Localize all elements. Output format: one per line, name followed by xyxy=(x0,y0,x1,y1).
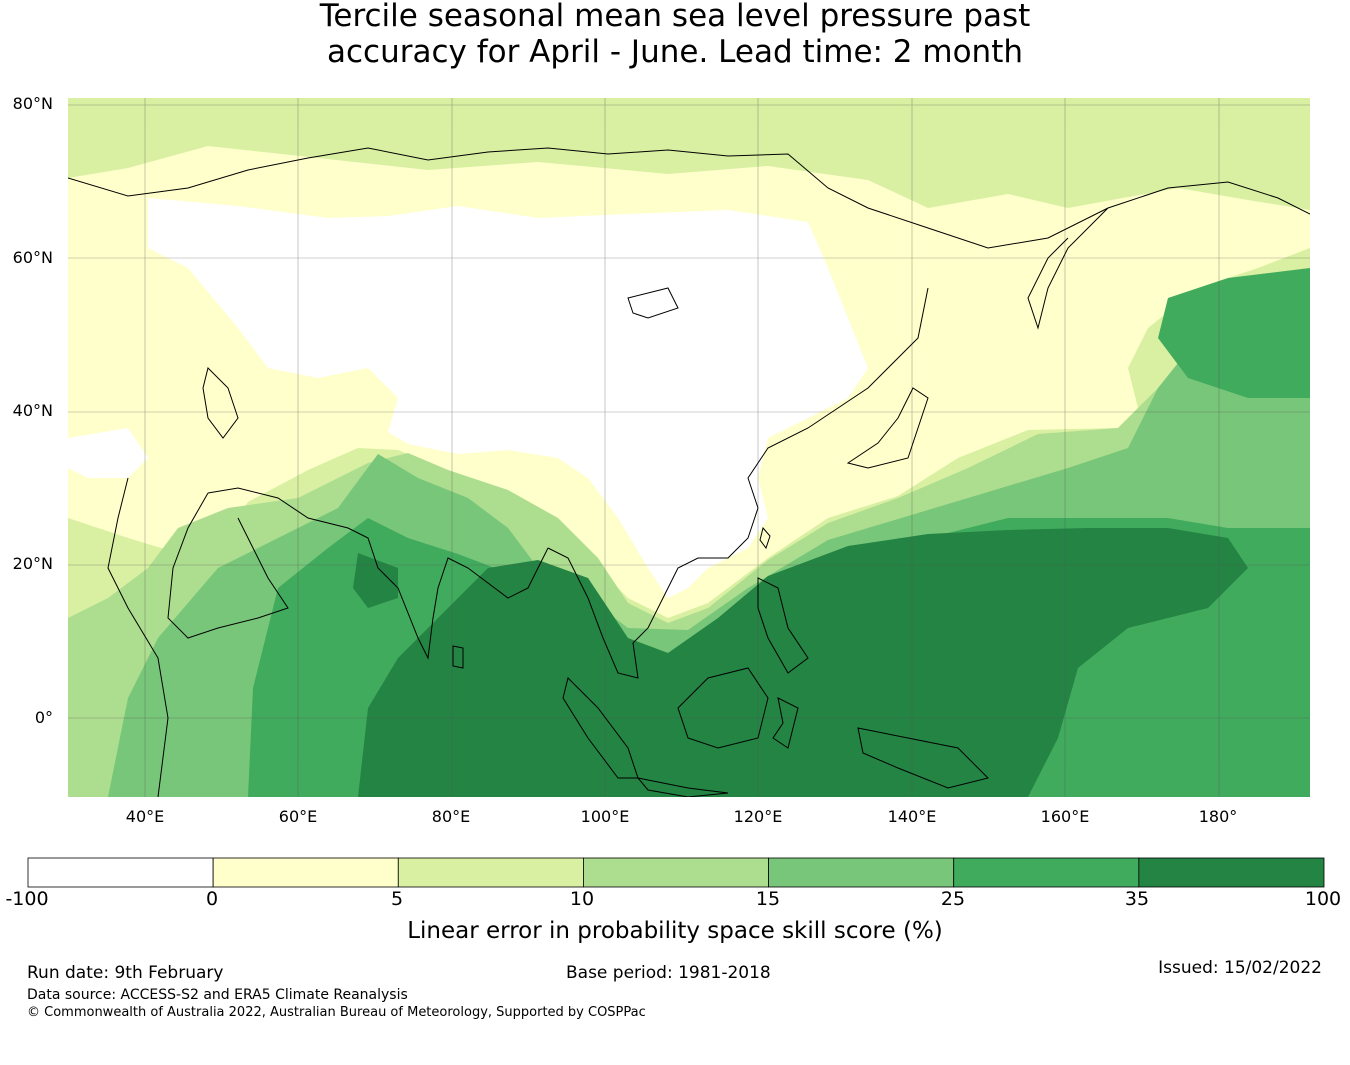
band-35-100-patch-arabian-sea xyxy=(353,553,398,608)
lon-label-80e: 80°E xyxy=(431,807,471,826)
coastlines xyxy=(68,147,1310,797)
lon-label-40e: 40°E xyxy=(125,807,165,826)
colorbar-title: Linear error in probability space skill … xyxy=(407,918,943,944)
coastline-sumatra xyxy=(562,677,639,779)
coastline-lake-baikal xyxy=(627,287,679,319)
colorbar-segment-3 xyxy=(583,857,769,888)
coastline-east-asia xyxy=(547,287,929,679)
lon-label-140e: 140°E xyxy=(887,807,937,826)
colorbar-segment-4 xyxy=(768,857,955,888)
coastline-arabia xyxy=(167,492,289,639)
colorbar-segment-6 xyxy=(1138,857,1325,888)
coastline-taiwan xyxy=(759,526,771,550)
coastline-philippines xyxy=(757,577,809,674)
colorbar-tick-5: 25 xyxy=(940,888,966,910)
lon-label-180: 180° xyxy=(1198,807,1238,826)
copyright: © Commonwealth of Australia 2022, Austra… xyxy=(27,1005,646,1020)
coastline-india xyxy=(207,487,549,660)
coastline-sulawesi xyxy=(772,697,799,749)
colorbar-segment-0 xyxy=(27,857,214,888)
coastline-arctic xyxy=(68,147,1310,249)
coastline-kamchatka xyxy=(1027,207,1109,330)
run-date: Run date: 9th February xyxy=(27,963,224,983)
skill-score-map xyxy=(68,98,1310,797)
colorbar-tick-0: -100 xyxy=(5,888,49,910)
coastline-java xyxy=(636,777,729,797)
colorbar-segment-5 xyxy=(953,857,1140,888)
colorbar-segment-2 xyxy=(397,857,584,888)
lat-label-60n: 60°N xyxy=(12,248,53,267)
colorbar-tick-2: 5 xyxy=(390,888,404,910)
lon-label-120e: 120°E xyxy=(733,807,783,826)
colorbar xyxy=(27,857,1325,888)
band-35-100-region xyxy=(358,528,1248,797)
graticule xyxy=(68,98,1310,797)
colorbar-tick-3: 10 xyxy=(569,888,595,910)
colorbar-tick-1: 0 xyxy=(205,888,219,910)
band-25-35-patch-ne xyxy=(1158,268,1310,398)
chart-title-line-2: accuracy for April - June. Lead time: 2 … xyxy=(326,34,1024,70)
colorbar-tick-7: 100 xyxy=(1304,888,1342,910)
coastline-japan xyxy=(846,387,929,469)
coastline-caspian-sea xyxy=(202,367,239,439)
band-negative-region xyxy=(148,198,868,598)
lat-label-20n: 20°N xyxy=(12,554,53,573)
chart-title-line-1: Tercile seasonal mean sea level pressure… xyxy=(319,0,1031,34)
colorbar-tick-6: 35 xyxy=(1124,888,1150,910)
lon-label-100e: 100°E xyxy=(580,807,630,826)
lat-label-80n: 80°N xyxy=(12,94,53,113)
lat-label-40n: 40°N xyxy=(12,401,53,420)
data-source: Data source: ACCESS-S2 and ERA5 Climate … xyxy=(27,987,408,1003)
band-negative-patch-sw xyxy=(68,428,148,478)
issued-date: Issued: 15/02/2022 xyxy=(1158,958,1322,978)
colorbar-segment-1 xyxy=(212,857,399,888)
coastline-sri-lanka xyxy=(452,645,464,669)
lon-label-60e: 60°E xyxy=(278,807,318,826)
coastline-borneo xyxy=(677,667,769,749)
colorbar-tick-4: 15 xyxy=(755,888,781,910)
base-period: Base period: 1981-2018 xyxy=(566,963,771,983)
lat-label-0: 0° xyxy=(34,708,53,727)
coastline-new-guinea xyxy=(857,727,989,789)
lon-label-160e: 160°E xyxy=(1040,807,1090,826)
coastline-africa-horn xyxy=(107,477,169,797)
